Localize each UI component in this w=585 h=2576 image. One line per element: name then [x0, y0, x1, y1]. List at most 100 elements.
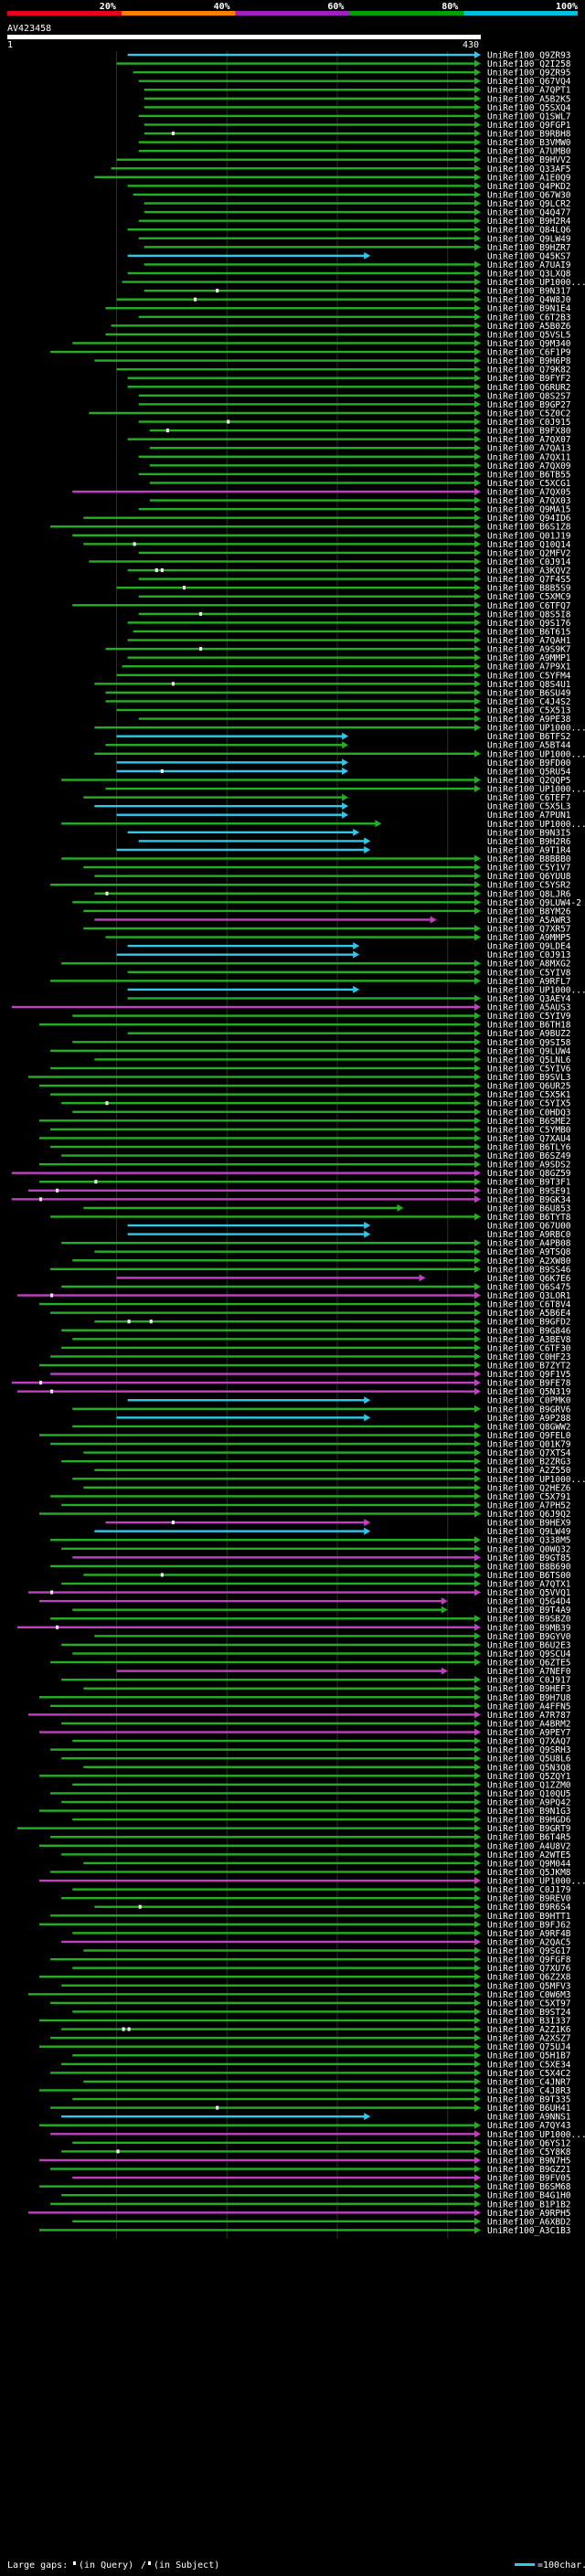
hit-row[interactable]: UniRef100_Q6YUU8 — [94, 872, 571, 882]
hit-label[interactable]: UniRef100_B8B5S9 — [487, 584, 571, 594]
hit-row[interactable]: UniRef100_A9PE38 — [138, 715, 571, 725]
hit-row[interactable]: UniRef100_B9FE78 — [11, 1379, 571, 1389]
hit-row[interactable]: UniRef100_Q1ZZM0 — [72, 1780, 571, 1790]
hit-label[interactable]: UniRef100_A7PUN1 — [487, 811, 571, 821]
hit-row[interactable]: UniRef100_Q9SCU4 — [72, 1649, 571, 1659]
hit-row[interactable]: UniRef100_Q10QU5 — [50, 1789, 571, 1799]
hit-label[interactable]: UniRef100_Q9LW49 — [487, 234, 571, 244]
hit-label[interactable]: UniRef100_A7QPT1 — [487, 86, 571, 96]
hit-label[interactable]: UniRef100_Q5N319 — [487, 1387, 571, 1397]
hit-row[interactable]: UniRef100_A9RFL7 — [50, 977, 571, 987]
hit-label[interactable]: UniRef100_C0PMK0 — [487, 1396, 571, 1406]
hit-label[interactable]: UniRef100_B9HEF3 — [487, 1684, 571, 1694]
hit-label[interactable]: UniRef100_A9NNS1 — [487, 2113, 571, 2123]
hit-label[interactable]: UniRef100_Q9MA15 — [487, 505, 571, 515]
hit-row[interactable]: UniRef100_Q7XR57 — [83, 925, 571, 935]
hit-label[interactable]: UniRef100_A9PQ42 — [487, 1798, 571, 1808]
hit-row[interactable]: UniRef100_B6UH41 — [50, 2104, 571, 2114]
hit-label[interactable]: UniRef100_B9SE91 — [487, 1186, 571, 1196]
hit-label[interactable]: UniRef100_B9SVL3 — [487, 1073, 571, 1083]
hit-row[interactable]: UniRef100_C6TEF7 — [83, 793, 571, 803]
hit-label[interactable]: UniRef100_Q5SXQ4 — [487, 103, 571, 113]
hit-label[interactable]: UniRef100_B9SBZ0 — [487, 1615, 571, 1625]
hit-label[interactable]: UniRef100_A2Z1K6 — [487, 2025, 571, 2035]
hit-row[interactable]: UniRef100_B9GYV0 — [94, 1632, 571, 1642]
hit-label[interactable]: UniRef100_Q75UJ4 — [487, 2042, 571, 2052]
hit-label[interactable]: UniRef100_C0W6M3 — [487, 1990, 571, 2000]
hit-label[interactable]: UniRef100_A7QA13 — [487, 444, 571, 454]
hit-label[interactable]: UniRef100_Q3AEY4 — [487, 994, 571, 1004]
hit-label[interactable]: UniRef100_A7QX07 — [487, 435, 571, 445]
hit-row[interactable]: UniRef100_B6TH18 — [39, 1021, 571, 1031]
hit-row[interactable]: UniRef100_Q9LW49 — [94, 1527, 571, 1537]
hit-label[interactable]: UniRef100_Q9LCR2 — [487, 199, 571, 209]
hit-label[interactable]: UniRef100_B9H6P8 — [487, 356, 571, 366]
hit-row[interactable]: UniRef100_Q6J9Q2 — [39, 1510, 571, 1520]
hit-label[interactable]: UniRef100_B9SS46 — [487, 1265, 571, 1275]
hit-row[interactable]: UniRef100_C6T2B3 — [138, 313, 571, 323]
hit-label[interactable]: UniRef100_B9RBH8 — [487, 130, 571, 140]
hit-row[interactable]: UniRef100_Q6UR25 — [39, 1082, 571, 1092]
hit-label[interactable]: UniRef100_B9GFD2 — [487, 1318, 571, 1328]
hit-row[interactable]: UniRef100_A3KQV2 — [127, 567, 571, 577]
hit-label[interactable]: UniRef100_A9MMP5 — [487, 933, 571, 943]
hit-label[interactable]: UniRef100_Q9LW49 — [487, 1527, 571, 1537]
hit-row[interactable]: UniRef100_C0J917 — [61, 1676, 571, 1686]
hit-row[interactable]: UniRef100_B6TS00 — [83, 1571, 571, 1581]
hit-label[interactable]: UniRef100_B9GK34 — [487, 1195, 571, 1205]
hit-row[interactable]: UniRef100_Q2QQP5 — [61, 776, 571, 786]
hit-label[interactable]: UniRef100_Q6UR25 — [487, 1082, 571, 1092]
hit-row[interactable]: UniRef100_C5Z0C2 — [89, 408, 571, 419]
hit-label[interactable]: UniRef100_B6SM68 — [487, 2182, 571, 2192]
hit-row[interactable]: UniRef100_B9FD00 — [116, 758, 571, 769]
hit-label[interactable]: UniRef100_Q94ID6 — [487, 514, 571, 524]
hit-label[interactable]: UniRef100_Q8S2S7 — [487, 391, 571, 401]
hit-row[interactable]: UniRef100_UP1000... — [61, 820, 585, 830]
hit-label[interactable]: UniRef100_C0J915 — [487, 418, 571, 428]
hit-label[interactable]: UniRef100_C5YIV6 — [487, 1064, 571, 1074]
hit-row[interactable]: UniRef100_C5X791 — [50, 1492, 571, 1502]
hit-label[interactable]: UniRef100_C5X791 — [487, 1492, 571, 1502]
hit-row[interactable]: UniRef100_A2QAC5 — [61, 1937, 571, 1947]
hit-label[interactable]: UniRef100_Q9LUW4 — [487, 1046, 571, 1056]
hit-label[interactable]: UniRef100_B6SME2 — [487, 1117, 571, 1127]
hit-row[interactable]: UniRef100_A9TSQ8 — [94, 1247, 571, 1257]
hit-label[interactable]: UniRef100_Q7XAQ7 — [487, 1737, 571, 1747]
hit-row[interactable]: UniRef100_Q5VVQ1 — [27, 1588, 571, 1598]
hit-label[interactable]: UniRef100_B9T335 — [487, 2095, 571, 2105]
hit-row[interactable]: UniRef100_Q6ZTE5 — [50, 1659, 571, 1669]
hit-row[interactable]: UniRef100_A7QA13 — [149, 444, 571, 454]
hit-label[interactable]: UniRef100_C5YSR2 — [487, 881, 571, 891]
hit-label[interactable]: UniRef100_Q9FGF8 — [487, 1956, 571, 1966]
hit-label[interactable]: UniRef100_A9TSQ8 — [487, 1247, 571, 1257]
hit-label[interactable]: UniRef100_Q6S475 — [487, 1282, 571, 1292]
hit-row[interactable]: UniRef100_A9RPH5 — [27, 2209, 571, 2219]
hit-label[interactable]: UniRef100_B6UH41 — [487, 2104, 571, 2114]
hit-label[interactable]: UniRef100_Q2MFV2 — [487, 548, 571, 558]
hit-row[interactable]: UniRef100_Q6YS12 — [72, 2138, 571, 2148]
hit-row[interactable]: UniRef100_Q67VQ4 — [138, 77, 571, 87]
hit-label[interactable]: UniRef100_UP1000... — [487, 724, 585, 734]
hit-label[interactable]: UniRef100_Q9S176 — [487, 619, 571, 629]
hit-row[interactable]: UniRef100_B9G846 — [61, 1326, 571, 1336]
hit-row[interactable]: UniRef100_C0HDQ3 — [72, 1108, 571, 1118]
hit-row[interactable]: UniRef100_C5YIV9 — [72, 1012, 571, 1022]
hit-row[interactable]: UniRef100_Q0WQ32 — [61, 1544, 571, 1554]
hit-row[interactable]: UniRef100_UP1000... — [72, 1475, 585, 1485]
hit-label[interactable]: UniRef100_A8MXG2 — [487, 959, 571, 970]
hit-row[interactable]: UniRef100_Q1SWL7 — [138, 111, 571, 122]
hit-row[interactable]: UniRef100_B9GP27 — [138, 400, 571, 410]
hit-row[interactable]: UniRef100_C5X513 — [116, 706, 571, 716]
hit-row[interactable]: UniRef100_B9FX80 — [149, 427, 571, 437]
hit-row[interactable]: UniRef100_Q10Q14 — [83, 540, 571, 550]
hit-row[interactable]: UniRef100_A4FFN5 — [50, 1701, 571, 1712]
hit-row[interactable]: UniRef100_Q9LUW4-2 — [72, 898, 581, 908]
hit-label[interactable]: UniRef100_C0J179 — [487, 1885, 571, 1895]
hit-label[interactable]: UniRef100_A4FFN5 — [487, 1701, 571, 1712]
hit-row[interactable]: UniRef100_B9H2R6 — [138, 837, 571, 847]
hit-label[interactable]: UniRef100_C0HF23 — [487, 1352, 571, 1362]
hit-row[interactable]: UniRef100_Q7XAU4 — [39, 1134, 571, 1144]
hit-label[interactable]: UniRef100_A4U8V2 — [487, 1841, 571, 1851]
hit-row[interactable]: UniRef100_A6XBD2 — [72, 2217, 571, 2227]
hit-label[interactable]: UniRef100_Q2I258 — [487, 59, 571, 69]
